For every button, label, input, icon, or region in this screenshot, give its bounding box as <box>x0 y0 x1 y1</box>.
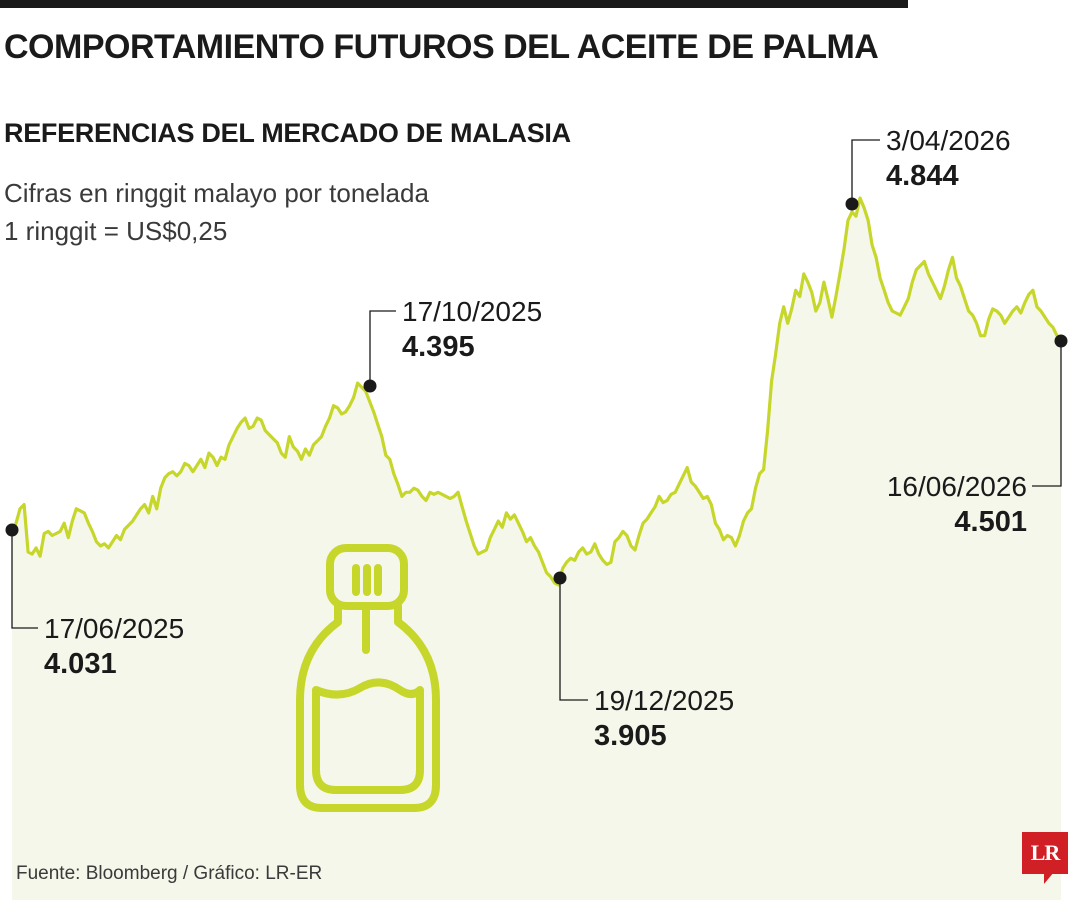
series-line <box>10 196 1063 587</box>
annotation-3: 19/12/2025 3.905 <box>553 571 734 752</box>
annotation-leader <box>559 578 588 701</box>
annotation-leader <box>1032 341 1062 487</box>
annotation-leader <box>851 139 880 204</box>
oil-bottle-icon <box>296 544 440 812</box>
annotation-point <box>5 523 19 537</box>
annotation-value: 4.395 <box>402 331 475 363</box>
annotation-date: 16/06/2026 <box>887 471 1027 502</box>
annotation-4: 3/04/2026 4.844 <box>845 125 1011 211</box>
annotation-leader <box>11 530 38 629</box>
chart-subtitle: REFERENCIAS DEL MERCADO DE MALASIA <box>4 118 571 148</box>
exchange-rate-note: 1 ringgit = US$0,25 <box>4 216 228 246</box>
annotation-2: 17/10/2025 4.395 <box>363 296 542 393</box>
annotation-leader <box>369 310 396 386</box>
annotation-date: 17/06/2025 <box>44 613 184 644</box>
annotation-date: 19/12/2025 <box>594 685 734 716</box>
annotation-value: 4.031 <box>44 648 117 680</box>
annotation-point <box>553 571 567 585</box>
top-rule <box>0 0 908 8</box>
annotation-5: 16/06/2026 4.501 <box>887 334 1068 538</box>
annotation-point <box>363 379 377 393</box>
annotation-value: 4.501 <box>954 506 1027 538</box>
source-credit: Fuente: Bloomberg / Gráfico: LR-ER <box>16 863 323 884</box>
annotations-layer: 17/06/2025 4.031 17/10/2025 4.395 19/12/2025… <box>5 125 1068 752</box>
annotation-1: 17/06/2025 4.031 <box>5 523 184 680</box>
series-line-layer <box>10 196 1063 587</box>
annotation-date: 3/04/2026 <box>886 125 1011 156</box>
logo-tail <box>1044 872 1054 884</box>
annotation-value: 3.905 <box>594 720 667 752</box>
annotation-date: 17/10/2025 <box>402 296 542 327</box>
unit-note: Cifras en ringgit malayo por tonelada <box>4 178 429 208</box>
annotation-point <box>1054 334 1068 348</box>
annotation-value: 4.844 <box>886 160 959 192</box>
annotation-point <box>845 197 859 211</box>
lr-logo: LR <box>1022 832 1068 874</box>
chart-title: COMPORTAMIENTO FUTUROS DEL ACEITE DE PAL… <box>4 28 879 66</box>
